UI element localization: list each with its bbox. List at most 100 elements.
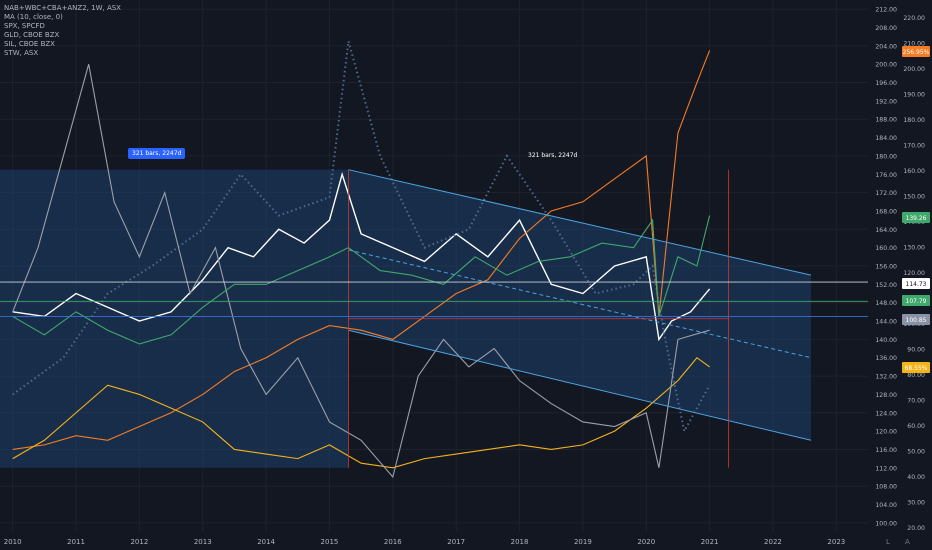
- y-right-tick-label: 220.00: [903, 15, 925, 22]
- price-badge-label: 100.85: [906, 317, 927, 324]
- y-left-tick-label: 152.00: [875, 282, 897, 289]
- y-left-tick-label: 108.00: [875, 484, 897, 491]
- x-tick-label: 2013: [194, 538, 212, 546]
- y-left-tick-label: 100.00: [875, 520, 897, 527]
- price-badges: 256.95% 139.26 114.73 107.79 100.85 68.55%: [902, 46, 930, 373]
- legend-gld[interactable]: GLD, CBOE BZX: [4, 31, 60, 39]
- price-badge: [902, 362, 930, 373]
- legend-main[interactable]: NAB+WBC+CBA+ANZ2, 1W, ASX: [4, 4, 121, 12]
- x-tick-label: 2023: [827, 538, 845, 546]
- y-left-tick-label: 136.00: [875, 355, 897, 362]
- series-line: [12, 171, 711, 342]
- x-tick-label: 2017: [447, 538, 465, 546]
- x-tick-label: 2015: [321, 538, 339, 546]
- y-left-tick-label: 208.00: [875, 25, 897, 32]
- log-scale-button[interactable]: L: [886, 538, 890, 546]
- channel-mid-line: [348, 249, 812, 359]
- y-right-tick-label: 170.00: [903, 143, 925, 150]
- y-right-tick-label: 160.00: [903, 168, 925, 175]
- y-left-tick-label: 116.00: [875, 447, 897, 454]
- y-left-tick-label: 164.00: [875, 227, 897, 234]
- price-badge-label: 68.55%: [905, 365, 928, 372]
- price-badge-label: 114.73: [906, 281, 927, 288]
- price-badge: [902, 314, 930, 325]
- y-left-tick-label: 160.00: [875, 245, 897, 252]
- parallel-channel: [348, 169, 811, 441]
- y-left-tick-label: 204.00: [875, 43, 897, 50]
- y-left-tick-label: 168.00: [875, 208, 897, 215]
- y-right-tick-label: 30.00: [907, 500, 925, 507]
- y-right-tick-label: 50.00: [907, 449, 925, 456]
- overlay-lines: [0, 169, 868, 468]
- y-left-tick-label: 212.00: [875, 7, 897, 14]
- legend-ma[interactable]: MA (10, close, 0): [4, 13, 63, 21]
- y-right-tick-label: 70.00: [907, 398, 925, 405]
- y-right-tick-label: 80.00: [907, 372, 925, 379]
- series-lines: [12, 41, 711, 479]
- y-right-tick-label: 180.00: [903, 117, 925, 124]
- series-line: [12, 41, 711, 434]
- channel-top-line: [348, 169, 812, 276]
- y-right-tick-label: 40.00: [907, 474, 925, 481]
- y-left-tick-label: 144.00: [875, 319, 897, 326]
- auto-scale-button[interactable]: A: [905, 538, 910, 546]
- x-tick-label: 2011: [67, 538, 85, 546]
- price-badge-label: 139.26: [906, 215, 927, 222]
- price-badge: [902, 46, 930, 57]
- y-left-tick-label: 196.00: [875, 80, 897, 87]
- y-left-tick-label: 140.00: [875, 337, 897, 344]
- legend-spx[interactable]: SPX, SPCFD: [4, 22, 45, 30]
- x-tick-label: 2012: [130, 538, 148, 546]
- y-left-tick-label: 104.00: [875, 502, 897, 509]
- measure-label-right: 321 bars, 2247d: [528, 152, 578, 159]
- legend: NAB+WBC+CBA+ANZ2, 1W, ASX MA (10, close,…: [4, 4, 121, 58]
- x-tick-label: 2021: [701, 538, 719, 546]
- x-axis: 2010 2011 2012 2013 2014 2015 2016 2017 2018 2019…: [4, 538, 845, 546]
- measure-label-left: 321 bars, 2247d: [128, 148, 186, 159]
- series-line: [12, 215, 711, 345]
- legend-sil[interactable]: SIL, CBOE BZX: [4, 40, 55, 48]
- y-left-tick-label: 188.00: [875, 117, 897, 124]
- series-line: [12, 50, 711, 450]
- series-line: [12, 356, 710, 469]
- x-tick-label: 2022: [764, 538, 782, 546]
- y-left-tick-label: 180.00: [875, 153, 897, 160]
- x-tick-label: 2020: [637, 538, 655, 546]
- x-tick-label: 2010: [4, 538, 22, 546]
- y-left-tick-label: 184.00: [875, 135, 897, 142]
- y-right-tick-label: 130.00: [903, 245, 925, 252]
- y-left-tick-label: 200.00: [875, 62, 897, 69]
- y-left-tick-label: 176.00: [875, 172, 897, 179]
- series-line: [12, 64, 710, 479]
- y-left-tick-label: 148.00: [875, 300, 897, 307]
- legend-stw[interactable]: STW, ASX: [4, 49, 39, 57]
- x-tick-label: 2016: [384, 538, 402, 546]
- y-axis: 100.00 104.00 108.00 112.00 116.00 120.00 124.…: [868, 0, 932, 550]
- y-right-tick-label: 200.00: [903, 66, 925, 73]
- y-left-tick-label: 128.00: [875, 392, 897, 399]
- y-right-tick-label: 150.00: [903, 194, 925, 201]
- price-badge: [902, 295, 930, 306]
- range-box: [0, 169, 349, 468]
- x-tick-label: 2018: [511, 538, 529, 546]
- y-axis-bg: [868, 0, 932, 550]
- y-left-tick-label: 156.00: [875, 264, 897, 271]
- y-left-tick-label: 172.00: [875, 190, 897, 197]
- x-tick-label: 2019: [574, 538, 592, 546]
- y-right-tick-label: 60.00: [907, 423, 925, 430]
- y-right-tick-label: 90.00: [907, 347, 925, 354]
- y-left-tick-label: 124.00: [875, 410, 897, 417]
- y-right-tick-label: 120.00: [903, 270, 925, 277]
- y-left-tick-label: 192.00: [875, 98, 897, 105]
- y-left-tick-label: 120.00: [875, 429, 897, 436]
- x-tick-label: 2014: [257, 538, 275, 546]
- price-badge: [902, 278, 930, 289]
- y-right-tick-label: 20.00: [907, 525, 925, 532]
- y-left-tick-label: 132.00: [875, 374, 897, 381]
- price-badge-label: 107.79: [906, 298, 927, 305]
- y-left-tick-label: 112.00: [875, 465, 897, 472]
- y-right-tick-label: 210.00: [903, 41, 925, 48]
- y-right-tick-label: 190.00: [903, 92, 925, 99]
- price-badge-label: 256.95%: [903, 49, 930, 56]
